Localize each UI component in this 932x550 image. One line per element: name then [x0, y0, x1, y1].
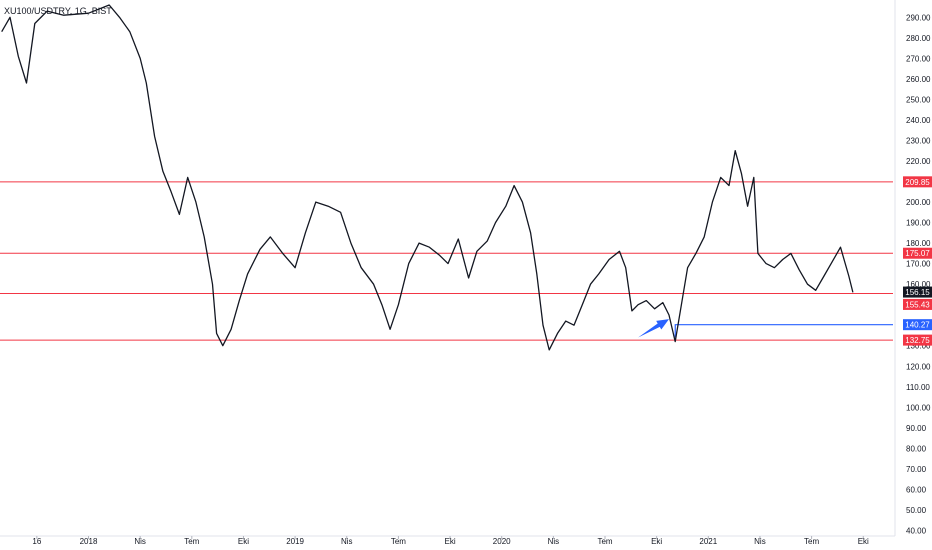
x-tick-label: Nis	[134, 537, 146, 546]
y-tick-label: 80.00	[906, 444, 927, 453]
x-tick-label: 2018	[80, 537, 98, 546]
price-series-line[interactable]	[1, 4, 854, 351]
last-price-badge-text: 156.15	[905, 288, 930, 297]
y-tick-label: 50.00	[906, 506, 927, 515]
x-tick-label: Nis	[754, 537, 766, 546]
level-badge	[903, 176, 932, 188]
y-tick-label: 230.00	[906, 136, 931, 145]
y-tick-label: 200.00	[906, 198, 931, 207]
y-tick-label: 240.00	[906, 116, 931, 125]
x-tick-label: 16	[32, 537, 41, 546]
y-tick-label: 250.00	[906, 95, 931, 104]
y-tick-label: 190.00	[906, 219, 931, 228]
level-badge	[903, 298, 932, 310]
y-tick-label: 120.00	[906, 362, 931, 371]
x-tick-label: Nis	[548, 537, 560, 546]
x-tick-label: Nis	[341, 537, 353, 546]
y-tick-label: 160.00	[906, 280, 931, 289]
level-badge-text: 209.85	[905, 178, 930, 187]
y-tick-label: 270.00	[906, 54, 931, 63]
arrow-annotation[interactable]	[638, 319, 669, 338]
x-tick-label: Tem	[804, 537, 819, 546]
x-tick-label: Eki	[858, 537, 869, 546]
y-tick-label: 170.00	[906, 260, 931, 269]
level-badge	[903, 247, 932, 259]
x-tick-label: 2019	[286, 537, 304, 546]
x-tick-label: Tem	[391, 537, 406, 546]
y-tick-label: 70.00	[906, 465, 927, 474]
y-tick-label: 180.00	[906, 239, 931, 248]
x-tick-label: Tem	[597, 537, 612, 546]
y-tick-label: 290.00	[906, 13, 931, 22]
y-tick-label: 90.00	[906, 424, 927, 433]
level-badge-text: 132.75	[905, 336, 930, 345]
y-tick-label: 60.00	[906, 485, 927, 494]
annotation-line[interactable]	[674, 324, 893, 338]
y-tick-label: 130.00	[906, 342, 931, 351]
y-tick-label: 220.00	[906, 157, 931, 166]
symbol-title: XU100/USDTRY, 1G, BIST	[4, 6, 112, 16]
x-tick-label: Eki	[651, 537, 662, 546]
annotation-badge	[903, 319, 932, 331]
y-tick-label: 280.00	[906, 34, 931, 43]
x-tick-label: Eki	[238, 537, 249, 546]
x-tick-label: Tem	[184, 537, 199, 546]
y-tick-label: 260.00	[906, 75, 931, 84]
x-tick-label: 2020	[493, 537, 511, 546]
annotation-badge-text: 140.27	[905, 321, 930, 330]
last-price-badge	[903, 286, 932, 298]
level-badge-text: 175.07	[905, 249, 930, 258]
x-tick-label: Eki	[444, 537, 455, 546]
y-tick-label: 110.00	[906, 383, 930, 392]
y-tick-label: 40.00	[906, 527, 927, 536]
level-badge-text: 155.43	[905, 300, 930, 309]
level-badge	[903, 334, 932, 346]
x-tick-label: 2021	[699, 537, 717, 546]
y-tick-label: 100.00	[906, 403, 931, 412]
